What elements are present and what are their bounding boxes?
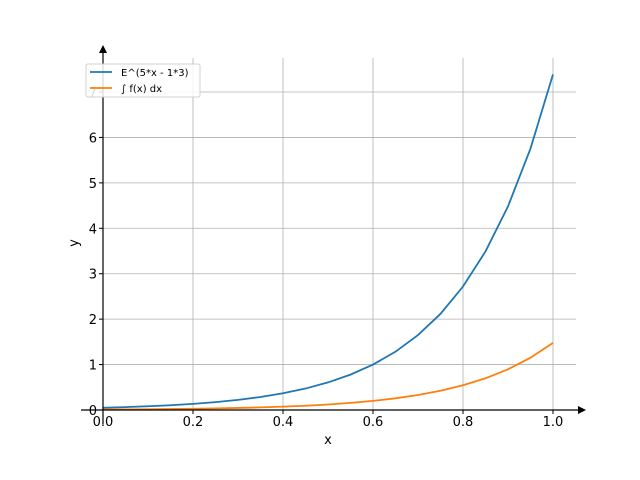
legend-box: [85, 63, 201, 98]
x-axis-arrow: [578, 406, 586, 414]
x-tick-label-5: 1.0: [543, 415, 564, 430]
series-lines: [102, 74, 554, 411]
x-tick-label-4: 0.8: [453, 415, 474, 430]
legend-label-1: ∫ f(x) dx: [121, 84, 162, 95]
x-axis-label: x: [324, 433, 332, 448]
y-tick-label-3: 3: [89, 268, 97, 283]
y-tick-label-0: 0: [89, 404, 97, 419]
y-tick-label-5: 5: [89, 177, 97, 192]
y-tick-label-6: 6: [89, 131, 97, 146]
y-tick-label-1: 1: [89, 359, 97, 374]
x-tick-label-2: 0.4: [273, 415, 294, 430]
ticks: 0.00.20.40.60.81.001234567: [89, 86, 564, 430]
legend: E^(5*x - 1*3) ∫ f(x) dx: [85, 63, 201, 98]
grid: [103, 58, 576, 410]
x-tick-label-1: 0.2: [183, 415, 204, 430]
y-axis-arrow: [99, 45, 107, 53]
x-tick-label-0: 0.0: [93, 415, 114, 430]
y-axis-label: y: [67, 239, 82, 247]
x-tick-label-3: 0.6: [363, 415, 384, 430]
axes: [81, 45, 586, 424]
series-line-1: [102, 342, 554, 411]
legend-label-0: E^(5*x - 1*3): [121, 68, 189, 79]
y-tick-label-4: 4: [89, 222, 97, 237]
y-tick-label-2: 2: [89, 313, 97, 328]
series-line-0: [102, 74, 554, 409]
